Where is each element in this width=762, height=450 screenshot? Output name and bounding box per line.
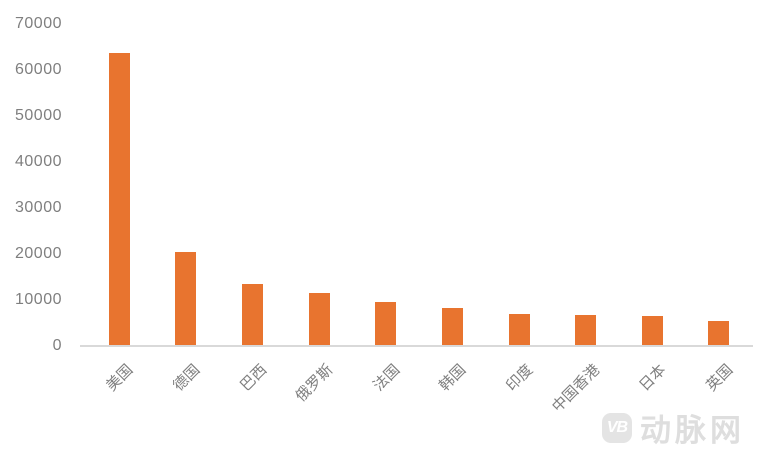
y-tick-label: 40000 bbox=[15, 152, 62, 170]
bar bbox=[375, 302, 397, 346]
bar bbox=[508, 313, 530, 346]
vb-logo-icon: VB bbox=[602, 412, 632, 443]
x-category-label: 中国香港 bbox=[548, 361, 604, 416]
x-category-label: 德国 bbox=[170, 361, 204, 395]
y-tick-label: 50000 bbox=[15, 106, 62, 124]
bar bbox=[708, 321, 730, 346]
x-category-label: 英国 bbox=[703, 361, 737, 395]
y-tick-label: 30000 bbox=[15, 198, 62, 216]
y-tick-label: 60000 bbox=[15, 60, 62, 78]
bar bbox=[308, 292, 330, 346]
bar bbox=[575, 314, 597, 346]
watermark: VB 动脉网 bbox=[602, 405, 745, 450]
bar bbox=[108, 53, 130, 346]
y-tick-label: 70000 bbox=[15, 14, 62, 32]
x-category-label: 日本 bbox=[636, 361, 670, 395]
x-category-label: 俄罗斯 bbox=[292, 361, 337, 406]
bar bbox=[441, 308, 463, 346]
x-category-label: 美国 bbox=[103, 361, 137, 395]
x-axis-line bbox=[80, 345, 753, 347]
bar bbox=[242, 283, 264, 346]
x-category-label: 巴西 bbox=[236, 361, 270, 395]
x-category-label: 印度 bbox=[503, 361, 537, 395]
y-tick-label: 20000 bbox=[15, 244, 62, 262]
bar bbox=[641, 316, 663, 346]
vb-logo-text: VB bbox=[606, 418, 628, 436]
x-category-label: 法国 bbox=[369, 361, 404, 395]
y-tick-label: 0 bbox=[52, 337, 62, 354]
watermark-text: 动脉网 bbox=[640, 413, 745, 448]
y-tick-label: 10000 bbox=[15, 290, 62, 308]
x-category-label: 韩国 bbox=[436, 361, 470, 395]
bar bbox=[175, 251, 197, 346]
